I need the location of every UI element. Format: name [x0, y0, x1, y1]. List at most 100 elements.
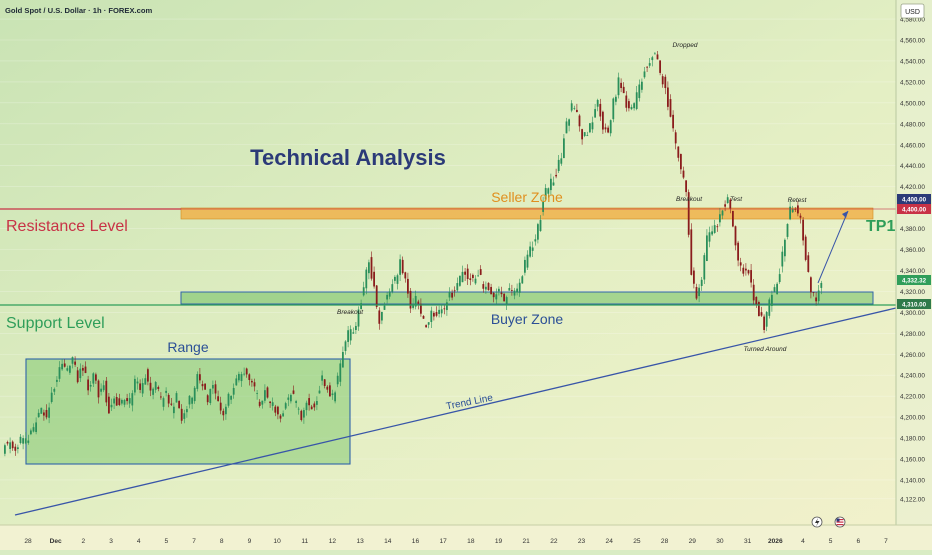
- price-tick-label: 4,580.00: [900, 17, 925, 24]
- candle-body: [95, 374, 97, 381]
- candle-body: [547, 188, 550, 194]
- time-tick-label: 5: [165, 538, 169, 545]
- candle-body: [578, 115, 581, 127]
- candle-body: [724, 204, 726, 207]
- candle-body: [786, 224, 789, 237]
- candle-body: [505, 297, 508, 305]
- candle-body: [721, 210, 724, 216]
- candle-body: [414, 295, 417, 307]
- candle-body: [755, 296, 758, 306]
- candle-body: [191, 397, 193, 404]
- candle-body: [511, 290, 513, 291]
- candle-body: [178, 400, 180, 409]
- candle-body: [352, 332, 355, 334]
- candle-body: [706, 235, 708, 262]
- candle-body: [586, 135, 589, 137]
- time-tick-label: 2: [82, 538, 86, 545]
- candle-body: [526, 254, 529, 268]
- candle-body: [815, 297, 817, 302]
- candle-body: [534, 239, 537, 242]
- currency-button[interactable]: [900, 3, 925, 19]
- candle-body: [682, 170, 685, 178]
- candle-body: [92, 373, 95, 384]
- candle-body: [310, 406, 313, 410]
- candle-body: [277, 406, 279, 415]
- candle-body: [136, 381, 139, 384]
- candle-body: [357, 309, 360, 327]
- candle-body: [430, 310, 433, 323]
- price-marker-label: 4,400.00: [902, 207, 927, 214]
- candle-body: [347, 330, 349, 342]
- candle-body: [529, 246, 531, 257]
- candle-body: [279, 415, 282, 419]
- candle-body: [791, 209, 794, 213]
- time-tick-label: 31: [744, 538, 752, 545]
- time-tick-label: 14: [384, 538, 392, 545]
- candle-body: [209, 388, 212, 404]
- candle-body: [628, 101, 630, 109]
- candle-body: [747, 270, 750, 274]
- time-axis-panel[interactable]: [0, 525, 932, 550]
- candle-body: [820, 282, 823, 288]
- candle-body: [118, 398, 121, 405]
- candle-body: [217, 396, 219, 401]
- candle-body: [583, 132, 586, 136]
- candle-body: [799, 215, 802, 218]
- candle-body: [100, 388, 102, 392]
- candle-body: [248, 374, 251, 381]
- candle-body: [222, 410, 225, 416]
- candle-body: [453, 290, 456, 292]
- candle-body: [531, 247, 534, 251]
- candle-body: [594, 109, 596, 118]
- candle-body: [700, 279, 703, 286]
- time-tick-label: 30: [716, 538, 724, 545]
- candle-body: [817, 290, 820, 302]
- time-tick-label: 5: [829, 538, 833, 545]
- candle-body: [253, 382, 256, 387]
- candle-body: [487, 282, 490, 291]
- candle-body: [251, 380, 253, 383]
- candle-body: [219, 402, 222, 411]
- time-tick-label: 6: [856, 538, 860, 545]
- candle-body: [76, 370, 79, 383]
- candle-body: [238, 373, 240, 381]
- candle-body: [69, 365, 71, 373]
- price-tick-label: 4,280.00: [900, 331, 925, 338]
- price-tick-label: 4,320.00: [900, 289, 925, 296]
- candle-body: [71, 357, 74, 364]
- candle-body: [742, 267, 745, 274]
- candle-body: [4, 445, 6, 454]
- candle-body: [108, 396, 110, 414]
- candle-body: [537, 224, 539, 240]
- candle-body: [9, 442, 11, 449]
- candle-body: [622, 86, 625, 94]
- candle-body: [139, 383, 141, 390]
- candle-body: [295, 401, 297, 403]
- candle-body: [654, 53, 656, 55]
- time-tick-label: 13: [356, 538, 364, 545]
- us-flag-icon[interactable]: [834, 516, 846, 528]
- candle-body: [752, 284, 755, 301]
- candle-body: [667, 87, 669, 107]
- candle-body: [638, 84, 641, 99]
- candle-body: [778, 274, 781, 283]
- candle-body: [235, 378, 238, 386]
- candle-body: [477, 275, 479, 277]
- price-axis-panel[interactable]: [896, 0, 932, 525]
- lightning-icon[interactable]: [811, 516, 823, 528]
- candle-body: [157, 386, 160, 389]
- candle-body: [711, 231, 713, 235]
- candle-body: [175, 393, 178, 403]
- candle-body: [206, 395, 209, 403]
- candle-body: [19, 436, 22, 444]
- candle-body: [321, 375, 323, 381]
- candle-body: [708, 232, 711, 242]
- candle-body: [802, 219, 804, 241]
- candle-body: [435, 312, 438, 316]
- candle-body: [27, 440, 30, 443]
- seller-zone-box: [180, 207, 874, 220]
- candle-body: [656, 54, 659, 60]
- candles[interactable]: [4, 50, 823, 457]
